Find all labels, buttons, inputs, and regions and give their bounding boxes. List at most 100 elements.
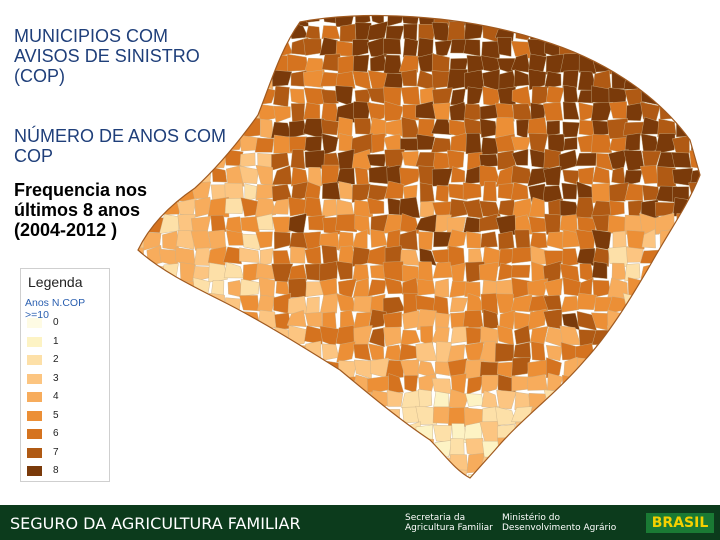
municipality-region [480,293,499,315]
municipality-region [208,437,228,459]
municipality-region [639,22,660,40]
municipality-region [276,437,292,458]
municipality-region [287,15,309,27]
municipality-region [656,278,675,296]
municipality-region [192,438,213,455]
municipality-region [401,471,421,478]
municipality-region [527,308,547,331]
municipality-region [638,389,660,411]
municipality-region [257,454,278,473]
municipality-region [210,328,225,344]
municipality-region [463,39,481,57]
municipality-region [273,408,292,427]
municipality-region [640,37,657,59]
municipality-region [689,53,700,71]
legend-item: 2 [27,354,97,366]
municipality-region [528,69,547,91]
municipality-region [242,263,259,283]
municipality-region [544,71,562,90]
municipality-region [640,15,661,26]
municipality-region [416,133,436,150]
municipality-region [178,421,194,442]
municipality-region [545,344,563,362]
municipality-region [190,181,212,199]
subtitle: NÚMERO DE ANOS COM COP [14,126,227,166]
municipality-region [239,486,260,503]
municipality-region [399,488,418,505]
municipality-region [369,490,386,505]
municipality-region [707,70,720,91]
municipality-region [271,426,293,440]
municipality-region [223,15,242,25]
municipality-region [707,394,720,409]
municipality-region [707,53,720,73]
municipality-region [290,70,307,87]
municipality-region [335,421,357,443]
legend: Legenda Anos N.COP >=10 0 1 2 3 4 5 6 7 8 [20,268,110,482]
municipality-region [595,437,610,458]
municipality-region [546,441,566,456]
municipality-region [321,89,339,106]
municipality-region [287,453,309,475]
municipality-region [673,486,692,505]
municipality-region [308,167,323,187]
municipality-region [334,376,357,390]
municipality-region [703,117,720,139]
municipality-region [671,231,693,247]
municipality-region [306,439,325,459]
municipality-region [418,261,434,282]
municipality-region [419,87,434,104]
municipality-region [546,120,560,137]
municipality-region [479,118,498,138]
municipality-region [578,487,592,505]
municipality-region [353,296,373,313]
municipality-region [529,22,549,42]
municipality-region [319,293,339,314]
municipality-region [398,196,421,218]
municipality-region [226,391,245,411]
municipality-region [138,472,147,478]
municipality-region [497,183,514,200]
municipality-region [462,182,482,200]
municipality-region [465,132,482,155]
municipality-region [626,405,645,428]
municipality-region [496,488,514,505]
brasil-logo: BRASIL [646,513,714,533]
municipality-region [290,103,305,123]
municipality-region [643,406,661,427]
municipality-region [209,374,227,392]
municipality-region [138,437,147,457]
municipality-region [138,340,148,363]
legend-label: 2 [53,354,59,365]
municipality-region [530,488,548,505]
municipality-region [526,453,548,475]
municipality-region [562,121,580,138]
municipality-region [321,15,337,24]
municipality-region [368,327,385,348]
legend-swatch [27,355,42,365]
municipality-region [304,422,325,442]
municipality-region [210,214,227,233]
municipality-region [159,325,177,345]
municipality-region [287,486,308,503]
municipality-region [368,165,389,185]
municipality-region [463,485,483,505]
municipality-region [514,229,531,251]
municipality-region [479,153,499,168]
municipality-region [225,485,245,505]
municipality-region [191,422,212,442]
legend-swatch [27,373,42,384]
municipality-region [402,406,421,424]
municipality-region [643,309,658,330]
municipality-region [545,85,565,104]
municipality-region [659,229,675,251]
municipality-region [639,420,661,443]
municipality-region [608,342,627,363]
municipality-region [543,15,563,23]
municipality-region [240,388,261,410]
municipality-region [624,132,641,152]
municipality-region [287,295,308,314]
municipality-region [238,342,259,361]
municipality-region [657,15,677,24]
municipality-region [482,181,497,202]
